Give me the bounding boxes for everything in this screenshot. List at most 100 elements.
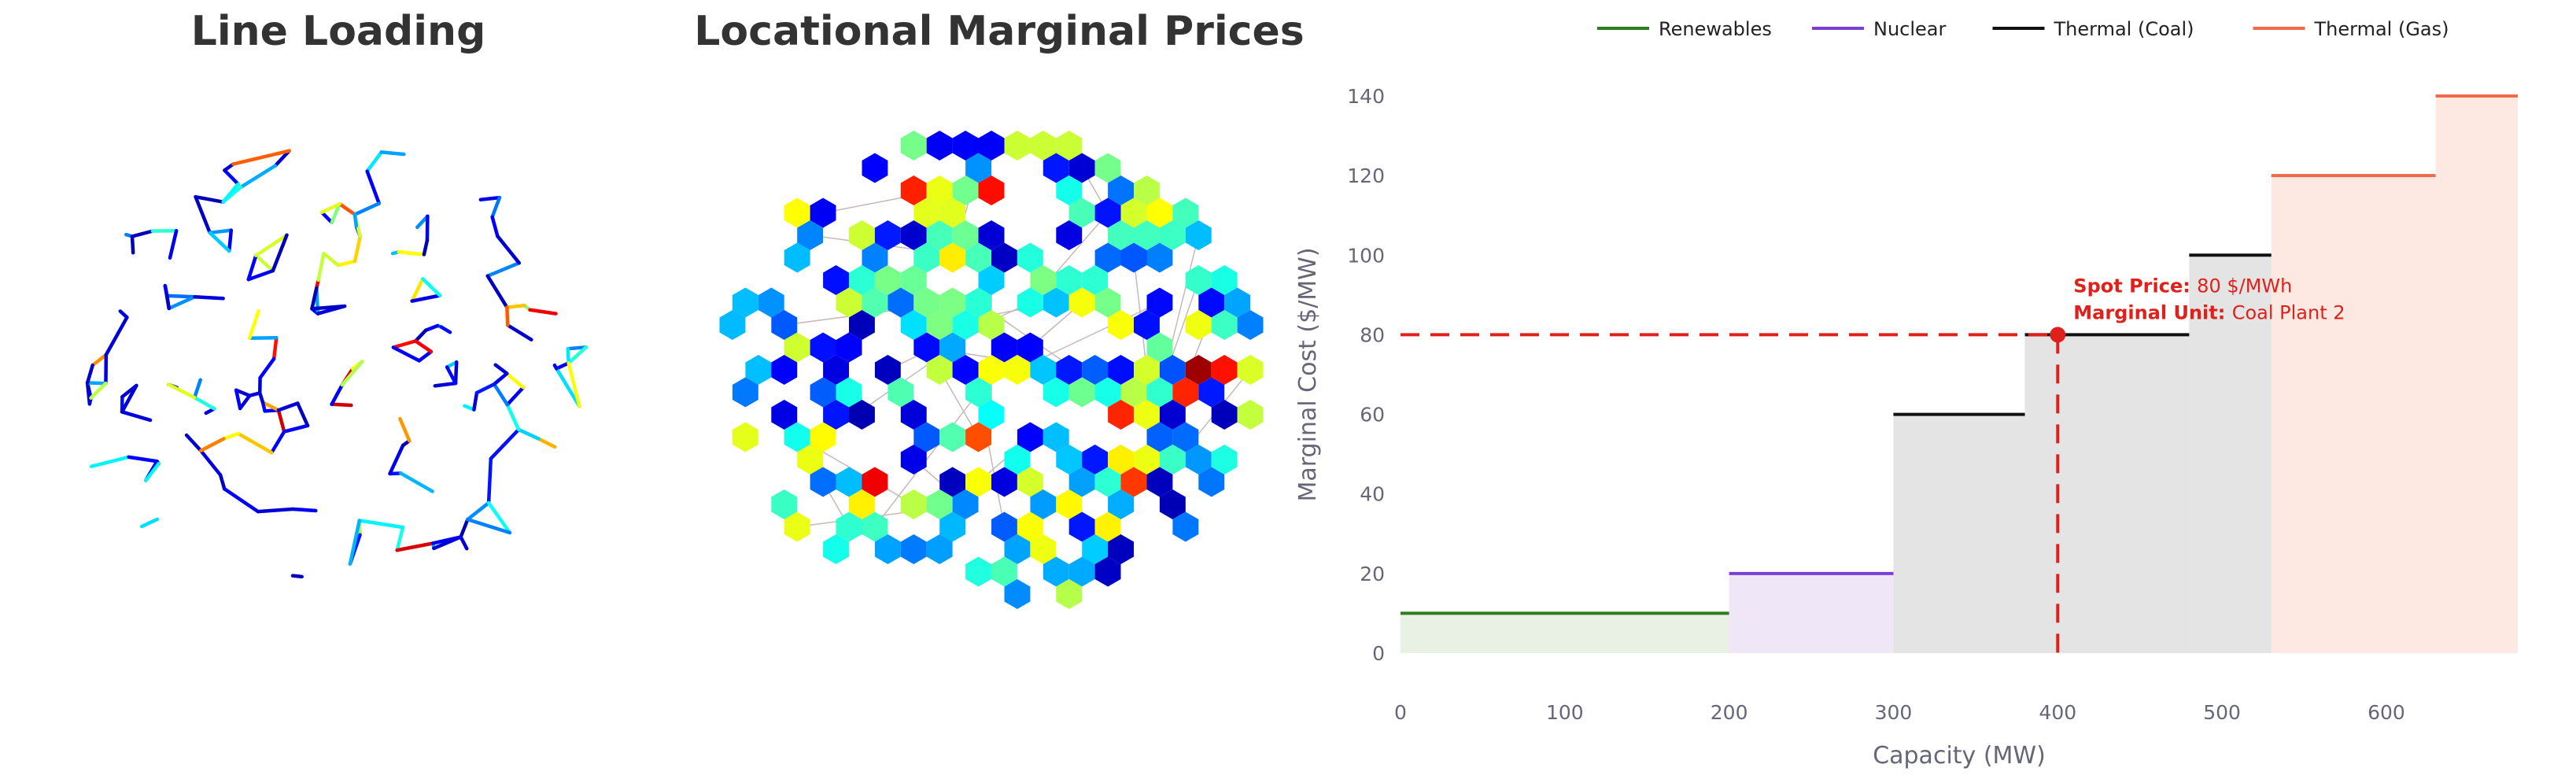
network-line [194, 194, 225, 204]
network-line [555, 367, 581, 408]
hex-cell [1082, 534, 1109, 564]
hex-cell [1185, 220, 1212, 250]
hex-cell [939, 511, 966, 542]
lmp-title: Locational Marginal Prices [694, 8, 1305, 55]
hex-cell [1094, 153, 1121, 183]
network-line [127, 455, 159, 463]
network-line [282, 423, 310, 434]
network-line [391, 345, 421, 363]
hex-cell [900, 220, 927, 250]
hex-cell [1198, 377, 1225, 408]
hex-cell [965, 153, 991, 183]
x-tick-label: 600 [2367, 701, 2405, 724]
network-line [269, 430, 286, 455]
network-line [120, 410, 153, 423]
network-line [271, 336, 279, 361]
network-line [104, 316, 129, 357]
network-line [472, 390, 479, 412]
network-line [221, 182, 240, 204]
hex-cell [1030, 265, 1057, 295]
hex-cell [849, 489, 875, 519]
hex-cell [965, 467, 991, 497]
network-line [139, 517, 160, 529]
network-line [296, 401, 310, 428]
hex-link [874, 392, 980, 527]
hex-cell [991, 511, 1017, 542]
hex-cell [1056, 265, 1083, 295]
y-tick-label: 120 [1347, 164, 1385, 187]
hex-cell [1094, 287, 1121, 318]
hex-cell [732, 287, 758, 318]
hex-cell [797, 220, 824, 250]
network-line [338, 201, 357, 216]
x-tick-label: 0 [1394, 701, 1407, 724]
hex-cell [1159, 489, 1186, 519]
hex-cell [784, 422, 810, 452]
network-line [218, 473, 227, 491]
hex-cell [1108, 310, 1134, 340]
hex-cell [810, 332, 836, 363]
network-line [167, 294, 197, 311]
hex-cell [1043, 377, 1069, 408]
network-line [445, 365, 458, 386]
hex-cell [836, 332, 862, 363]
hex-cell [1030, 355, 1057, 385]
hex-cell [1043, 556, 1069, 587]
hex-cell [952, 310, 979, 340]
hex-cell [1146, 422, 1173, 452]
network-line [258, 356, 276, 380]
hex-cell [1134, 400, 1160, 430]
hex-cell [1159, 220, 1186, 250]
network-line [410, 277, 425, 303]
network-line [388, 443, 405, 476]
network-line [433, 381, 458, 388]
hex-cell [965, 242, 991, 273]
network-line [537, 437, 557, 449]
network-line [276, 401, 300, 412]
hex-cell [1004, 131, 1031, 161]
network-line [89, 381, 108, 401]
hex-cell [978, 400, 1005, 430]
network-line [144, 462, 161, 482]
hex-cell [874, 534, 901, 564]
hex-cell [823, 534, 849, 564]
network-line [490, 195, 502, 220]
network-line [505, 304, 526, 309]
hex-cell [913, 198, 940, 228]
hex-cell [771, 310, 798, 340]
network-line [486, 500, 512, 535]
network-line [421, 277, 442, 297]
hex-cell [1094, 377, 1121, 408]
step-area [2189, 255, 2272, 653]
spot-price-annotation: Spot Price: 80 $/MWh [2073, 275, 2292, 297]
network-line [528, 308, 558, 316]
hex-cell [900, 131, 927, 161]
hex-cell [1159, 445, 1186, 474]
network-line [348, 519, 362, 566]
hex-cell [926, 175, 953, 205]
hex-cell [1094, 467, 1121, 497]
network-edges [85, 149, 589, 579]
network-line [352, 212, 359, 228]
network-line [316, 252, 326, 282]
line-loading-title: Line Loading [190, 8, 486, 55]
hex-cell [1120, 467, 1147, 497]
network-line [246, 253, 258, 282]
network-line [193, 294, 225, 301]
hex-cell [913, 242, 940, 273]
hex-cell [1068, 153, 1095, 183]
hex-cell [745, 355, 772, 385]
network-line [459, 517, 470, 539]
hex-cell [939, 422, 966, 452]
y-tick-label: 60 [1360, 404, 1385, 426]
hex-cell [913, 422, 940, 452]
hex-cell [1211, 265, 1238, 295]
network-line [276, 408, 286, 434]
network-line [566, 345, 589, 365]
hex-cell [888, 377, 914, 408]
network-line [505, 371, 526, 390]
hex-cell [926, 220, 953, 250]
x-tick-label: 100 [1546, 701, 1584, 724]
network-line [254, 233, 289, 257]
hex-cell [952, 175, 979, 205]
